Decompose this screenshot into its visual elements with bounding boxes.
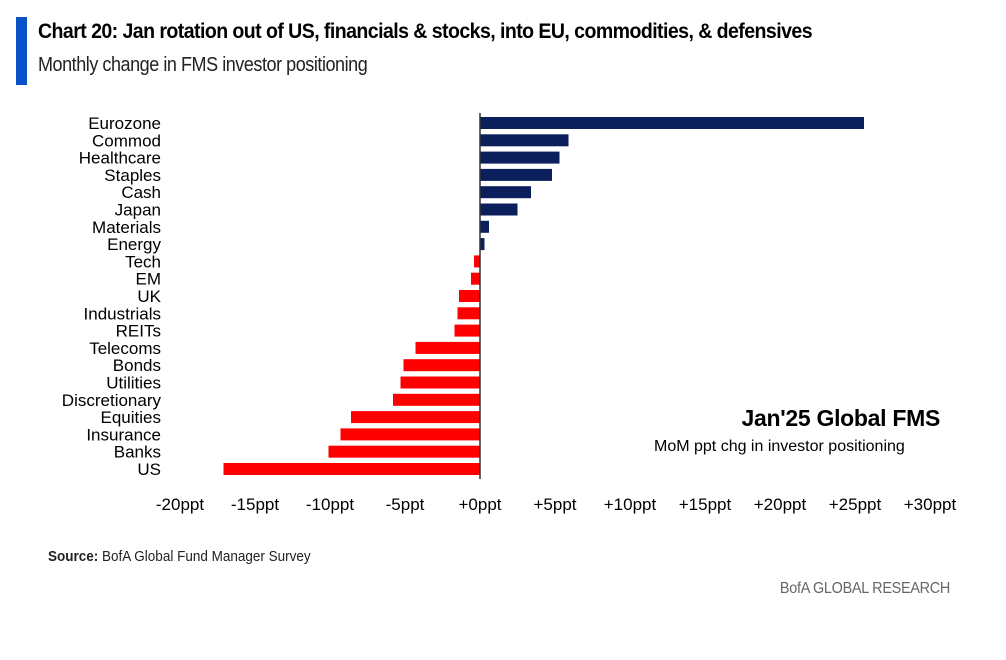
bar-tech [474, 255, 480, 268]
bar-eurozone [480, 117, 864, 129]
category-label-reits: REITs [116, 322, 161, 341]
x-tick-label: +15ppt [679, 495, 732, 514]
category-label-em: EM [136, 270, 162, 289]
bar-materials [480, 220, 489, 233]
x-tick-label: +30ppt [904, 495, 957, 514]
category-label-energy: Energy [107, 235, 161, 254]
category-label-materials: Materials [92, 218, 161, 237]
title-accent-bar [16, 17, 27, 85]
category-label-japan: Japan [115, 201, 161, 220]
bar-commod [480, 134, 569, 147]
bar-equities [351, 411, 480, 424]
bars-group [223, 117, 864, 475]
category-label-equities: Equities [101, 408, 161, 427]
brand-label: BofA GLOBAL RESEARCH [779, 580, 950, 597]
bar-utilities [400, 376, 480, 389]
category-label-healthcare: Healthcare [79, 149, 161, 168]
x-tick-labels: -20ppt -15ppt -10ppt -5ppt +0ppt +5ppt +10ppt +… [156, 495, 957, 514]
source-text: BofA Global Fund Manager Survey [102, 548, 311, 565]
x-tick-label: +0ppt [458, 495, 501, 514]
bar-banks [328, 445, 480, 458]
source-label: Source: [48, 548, 99, 565]
source-note: Source: BofA Global Fund Manager Survey [48, 548, 311, 565]
category-label-commod: Commod [92, 131, 161, 150]
x-tick-label: -10ppt [306, 495, 354, 514]
bar-em [471, 272, 480, 285]
bar-cash [480, 186, 531, 199]
category-labels: EurozoneCommodHealthcareStaplesCashJapan… [62, 114, 162, 479]
category-label-insurance: Insurance [86, 425, 161, 444]
annotation-title: Jan'25 Global FMS [741, 405, 941, 431]
bar-us [223, 463, 480, 475]
chart-title: Chart 20: Jan rotation out of US, financ… [38, 20, 813, 43]
category-label-telecoms: Telecoms [89, 339, 161, 358]
category-label-eurozone: Eurozone [88, 114, 161, 133]
category-label-us: US [137, 460, 161, 479]
x-tick-label: -5ppt [386, 495, 425, 514]
bar-bonds [403, 359, 480, 372]
bar-discretionary [393, 393, 480, 406]
category-label-utilities: Utilities [106, 374, 161, 393]
x-tick-label: -20ppt [156, 495, 204, 514]
x-tick-label: +25ppt [829, 495, 882, 514]
category-label-uk: UK [137, 287, 161, 306]
bar-japan [480, 203, 518, 216]
x-tick-label: +10ppt [604, 495, 657, 514]
x-tick-label: +5ppt [533, 495, 576, 514]
bar-industrials [457, 307, 480, 320]
category-label-staples: Staples [104, 166, 161, 185]
bar-energy [480, 238, 485, 251]
x-tick-label: +20ppt [754, 495, 807, 514]
chart-subtitle: Monthly change in FMS investor positioni… [38, 54, 368, 76]
bar-insurance [340, 428, 480, 441]
category-label-discretionary: Discretionary [62, 391, 162, 410]
bar-reits [454, 324, 480, 337]
annotation-subtitle: MoM ppt chg in investor positioning [654, 438, 905, 455]
category-label-industrials: Industrials [84, 304, 161, 323]
bar-telecoms [415, 341, 480, 354]
bar-uk [459, 290, 480, 302]
category-label-banks: Banks [114, 443, 161, 462]
bar-healthcare [480, 151, 560, 164]
category-label-tech: Tech [125, 252, 161, 271]
bar-staples [480, 168, 552, 181]
category-label-bonds: Bonds [113, 356, 161, 375]
category-label-cash: Cash [121, 183, 161, 202]
x-tick-label: -15ppt [231, 495, 279, 514]
